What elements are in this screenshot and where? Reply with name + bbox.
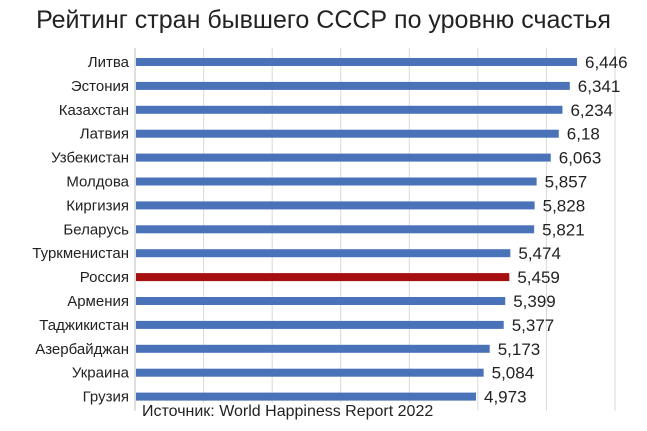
category-label: Туркменистан	[32, 245, 129, 262]
category-label: Грузия	[83, 389, 129, 406]
category-label: Россия	[80, 269, 129, 286]
data-label: 6,446	[585, 53, 628, 72]
bar	[136, 392, 477, 401]
chart-title: Рейтинг стран бывшего СССР по уровню сча…	[36, 6, 611, 34]
category-label: Молдова	[66, 174, 129, 191]
data-label: 5,474	[518, 244, 561, 263]
data-label: 6,234	[570, 101, 613, 120]
category-label: Узбекистан	[51, 150, 129, 167]
bar	[136, 129, 559, 138]
category-label: Казахстан	[59, 102, 129, 119]
bar	[136, 249, 511, 258]
data-label: 5,857	[545, 173, 588, 192]
bar	[136, 153, 551, 162]
bar	[136, 81, 570, 90]
data-label: 6,341	[578, 77, 621, 96]
category-label: Латвия	[80, 126, 129, 143]
category-label: Литва	[88, 54, 130, 71]
data-label: 5,084	[492, 364, 535, 383]
bar	[136, 297, 506, 305]
category-label: Украина	[72, 365, 130, 382]
bar	[136, 225, 535, 234]
bar	[136, 105, 563, 114]
bar-highlight	[136, 273, 510, 282]
bar	[136, 344, 490, 353]
data-label: 6,18	[567, 125, 600, 144]
category-label: Эстония	[71, 78, 129, 95]
bar	[136, 58, 578, 66]
data-label: 4,973	[484, 388, 527, 407]
category-label: Беларусь	[63, 221, 129, 238]
data-label: 5,828	[543, 196, 586, 215]
category-label: Армения	[67, 293, 129, 310]
source-note: Источник: World Happiness Report 2022	[140, 403, 436, 421]
data-label: 5,377	[512, 316, 555, 335]
data-label: 5,399	[513, 292, 556, 311]
category-label: Киргизия	[66, 197, 129, 214]
bar	[136, 368, 484, 377]
category-label: Азербайджан	[35, 341, 129, 358]
bar	[136, 201, 535, 210]
category-label: Таджикистан	[39, 317, 129, 334]
data-label: 5,459	[517, 268, 560, 287]
data-label: 5,173	[498, 340, 541, 359]
bar	[136, 320, 504, 329]
data-label: 5,821	[542, 220, 585, 239]
bar	[136, 177, 537, 186]
data-label: 6,063	[559, 149, 602, 168]
